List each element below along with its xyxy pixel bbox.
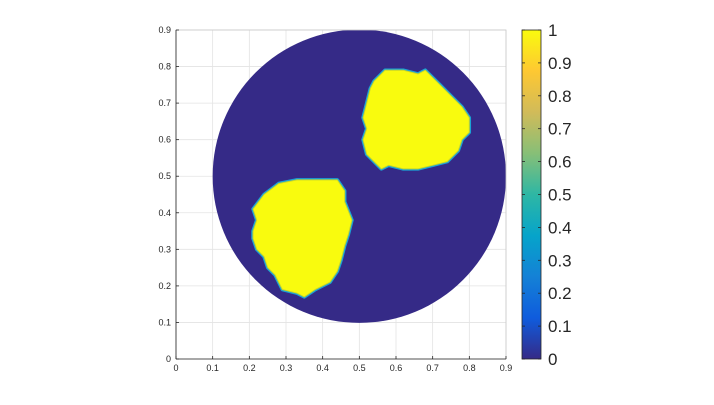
heatmap-field — [212, 30, 506, 323]
x-tick-label: 0.8 — [463, 363, 476, 373]
region-blob-core-2 — [252, 179, 353, 298]
regions — [251, 68, 472, 299]
colorbar-tick-label: 1 — [548, 21, 557, 40]
x-tick-label: 0.2 — [243, 363, 256, 373]
y-axis: 0 0.1 0.2 0.3 0.4 0.5 0.6 0.7 0.8 0.9 — [158, 25, 179, 364]
y-tick-label: 0.3 — [158, 244, 171, 254]
colorbar-tick-label: 0.3 — [548, 251, 572, 270]
x-tick-label: 0.7 — [426, 363, 439, 373]
colorbar-tick-label: 0.1 — [548, 317, 572, 336]
y-tick-label: 0.4 — [158, 208, 171, 218]
y-tick-label: 0 — [166, 354, 171, 364]
y-tick-label: 0.2 — [158, 281, 171, 291]
y-tick-label: 0.1 — [158, 317, 171, 327]
region-blob-core-1 — [362, 69, 470, 170]
colorbar-tick-label: 0.4 — [548, 218, 572, 237]
colorbar-tick-label: 0.9 — [548, 54, 572, 73]
y-tick-label: 0.8 — [158, 62, 171, 72]
x-tick-label: 0.4 — [316, 363, 329, 373]
x-tick-label: 0.6 — [390, 363, 403, 373]
x-tick-label: 0.5 — [353, 363, 366, 373]
y-tick-label: 0.7 — [158, 98, 171, 108]
x-tick-label: 0 — [173, 363, 178, 373]
colorbar: 0 0.1 0.2 0.3 0.4 0.5 0.6 0.7 0.8 0.9 1 — [521, 21, 572, 369]
y-tick-label: 0.9 — [158, 25, 171, 35]
domain-disk — [212, 30, 506, 323]
x-tick-label: 0.9 — [500, 363, 513, 373]
colorbar-tick-label: 0 — [548, 350, 557, 369]
colorbar-ticks: 0 0.1 0.2 0.3 0.4 0.5 0.6 0.7 0.8 0.9 1 — [522, 21, 572, 369]
x-tick-label: 0.1 — [206, 363, 219, 373]
colorbar-tick-label: 0.7 — [548, 120, 572, 139]
plot-axes: 0 0.1 0.2 0.3 0.4 0.5 0.6 0.7 0.8 0.9 00.10.20.30… — [158, 25, 512, 373]
colorbar-tick-label: 0.5 — [548, 186, 572, 205]
y-tick-label: 0.5 — [158, 171, 171, 181]
colorbar-tick-label: 0.8 — [548, 87, 572, 106]
y-tick-label: 0.6 — [158, 135, 171, 145]
colorbar-tick-label: 0.2 — [548, 284, 572, 303]
x-tick-label: 0.3 — [280, 363, 293, 373]
colorbar-tick-label: 0.6 — [548, 153, 572, 172]
x-axis: 0 0.1 0.2 0.3 0.4 0.5 0.6 0.7 0.8 0.9 — [173, 356, 512, 373]
